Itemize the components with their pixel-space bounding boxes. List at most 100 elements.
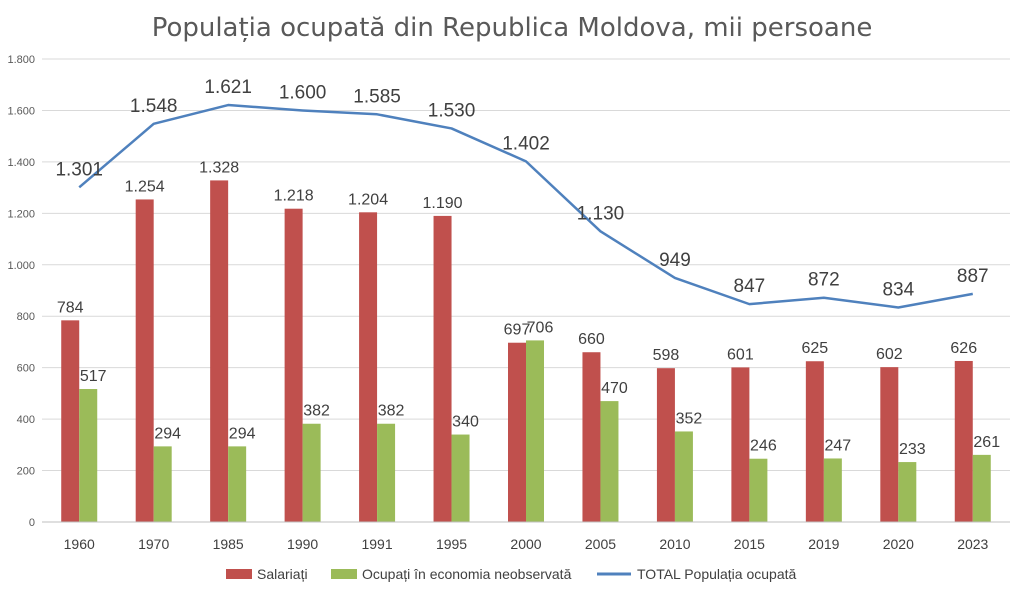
- y-tick-label: 1.600: [7, 105, 35, 117]
- x-tick-label: 1991: [361, 536, 392, 552]
- x-tick-label: 2010: [659, 536, 690, 552]
- data-label-salariati: 697: [504, 322, 531, 339]
- bar-salariati: [805, 361, 824, 522]
- bar-economia-neobservata: [153, 446, 172, 522]
- x-axis: 1960 1970 1985 1990 1991 1995 2000 2005 2010 2015…: [42, 521, 1010, 552]
- x-tick-label: 2023: [957, 536, 988, 552]
- data-label-economia-neobservata: 382: [378, 403, 405, 420]
- bar-economia-neobservata: [79, 389, 98, 522]
- data-label-total: 1.585: [353, 86, 401, 107]
- y-tick-label: 1.000: [7, 260, 35, 272]
- data-label-salariati: 660: [578, 331, 605, 348]
- data-label-total: 872: [808, 270, 840, 291]
- x-tick-label: 2000: [510, 536, 541, 552]
- y-tick-label: 0: [29, 517, 35, 529]
- legend-swatch: [331, 569, 357, 579]
- data-label-total: 834: [882, 279, 914, 300]
- gridlines: [42, 58, 1010, 523]
- bar-economia-neobservata: [302, 423, 321, 522]
- y-axis: 0 200 400 600 800 1.000 1.200 1.400 1.600 1.800: [7, 54, 35, 529]
- bar-salariati: [582, 352, 601, 522]
- data-label-economia-neobservata: 261: [973, 434, 1000, 451]
- data-label-economia-neobservata: 706: [527, 319, 554, 336]
- data-label-total: 1.530: [428, 100, 476, 121]
- data-label-salariati: 626: [950, 340, 977, 357]
- bar-economia-neobservata: [526, 340, 544, 522]
- bar-salariati: [954, 360, 973, 522]
- data-label-economia-neobservata: 294: [154, 425, 181, 442]
- data-label-total: 949: [659, 250, 691, 271]
- bar-salariati: [61, 320, 80, 522]
- data-label-total: 847: [734, 276, 766, 297]
- bar-salariati: [656, 368, 675, 522]
- bar-economia-neobservata: [228, 446, 247, 522]
- line-total: [78, 103, 973, 309]
- data-label-economia-neobservata: 340: [452, 414, 479, 431]
- bar-salariati: [508, 342, 526, 522]
- data-label-total: 1.402: [502, 133, 550, 154]
- data-label-economia-neobservata: 294: [229, 425, 256, 442]
- data-label-total: 1.301: [55, 159, 103, 180]
- bar-economia-neobservata: [600, 401, 619, 522]
- x-tick-label: 2005: [585, 536, 616, 552]
- bar-salariati: [433, 215, 452, 522]
- data-label-economia-neobservata: 382: [303, 403, 330, 420]
- bars: [61, 180, 991, 523]
- bar-salariati: [359, 212, 378, 522]
- bar-salariati: [210, 180, 229, 523]
- legend: Salariați Ocupați în economia neobservată…: [226, 566, 796, 582]
- data-labels: 784 1.254 1.328 1.218 1.204 1.190 697 660 598 601…: [55, 77, 1000, 458]
- data-label-salariati: 602: [876, 346, 903, 363]
- y-tick-label: 1.400: [7, 157, 35, 169]
- data-label-total: 1.600: [279, 82, 327, 103]
- data-label-salariati: 1.190: [423, 195, 463, 212]
- legend-swatch: [226, 569, 252, 579]
- bar-economia-neobservata: [674, 431, 693, 522]
- data-label-total: 1.130: [577, 203, 625, 224]
- data-label-salariati: 1.218: [274, 188, 314, 205]
- data-label-salariati: 1.204: [348, 191, 388, 208]
- x-tick-label: 1995: [436, 536, 467, 552]
- y-tick-label: 600: [17, 363, 35, 375]
- x-tick-label: 2019: [808, 536, 839, 552]
- x-tick-label: 1970: [138, 536, 169, 552]
- data-label-salariati: 1.328: [199, 159, 239, 176]
- data-label-economia-neobservata: 246: [750, 438, 777, 455]
- data-label-salariati: 784: [57, 299, 84, 316]
- y-tick-label: 1.800: [7, 54, 35, 66]
- data-label-total: 887: [957, 266, 989, 287]
- data-label-salariati: 601: [727, 346, 754, 363]
- legend-label: Ocupați în economia neobservată: [362, 566, 572, 582]
- data-label-salariati: 598: [653, 347, 680, 364]
- total-line: [78, 103, 973, 309]
- bar-salariati: [731, 367, 750, 522]
- data-label-total: 1.548: [130, 96, 178, 117]
- bar-economia-neobservata: [823, 458, 842, 522]
- x-tick-label: 2020: [883, 536, 914, 552]
- y-tick-label: 400: [17, 414, 35, 426]
- data-label-economia-neobservata: 470: [601, 380, 628, 397]
- y-tick-label: 200: [17, 466, 35, 478]
- legend-label: Salariați: [257, 566, 308, 582]
- data-label-salariati: 625: [801, 340, 828, 357]
- bar-economia-neobservata: [749, 458, 768, 522]
- bar-economia-neobservata: [898, 462, 917, 522]
- bar-salariati: [880, 367, 899, 522]
- x-tick-label: 1960: [64, 536, 95, 552]
- x-tick-label: 1985: [213, 536, 244, 552]
- data-label-salariati: 1.254: [125, 178, 165, 195]
- chart-title: Populația ocupată din Republica Moldova,…: [152, 13, 873, 43]
- x-tick-label: 1990: [287, 536, 318, 552]
- y-tick-label: 1.200: [7, 208, 35, 220]
- bar-economia-neobservata: [972, 454, 991, 522]
- data-label-economia-neobservata: 517: [80, 368, 107, 385]
- bar-salariati: [135, 199, 154, 522]
- legend-label: TOTAL Populația ocupată: [637, 566, 796, 582]
- bar-salariati: [284, 208, 303, 522]
- bar-economia-neobservata: [451, 434, 470, 522]
- x-tick-label: 2015: [734, 536, 765, 552]
- bar-economia-neobservata: [377, 423, 396, 522]
- data-label-economia-neobservata: 352: [676, 410, 703, 427]
- data-label-economia-neobservata: 247: [824, 437, 851, 454]
- data-label-total: 1.621: [204, 77, 252, 98]
